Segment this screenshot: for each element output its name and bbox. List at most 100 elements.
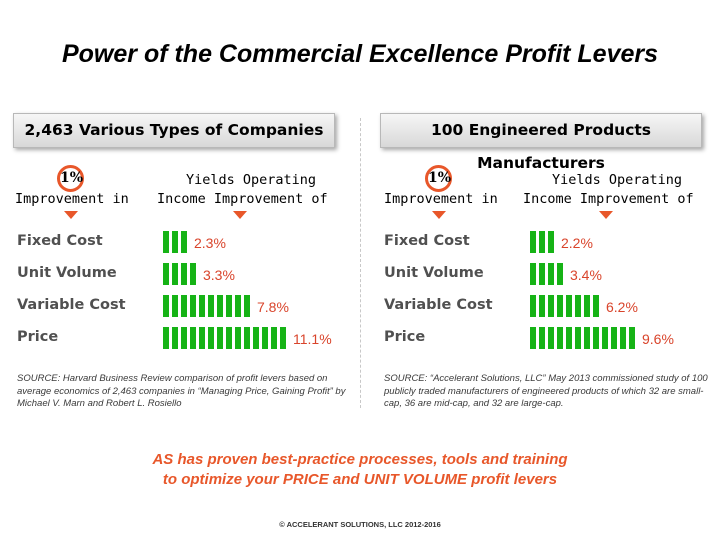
bar-segment: [235, 295, 241, 317]
bar-segment: [172, 263, 178, 285]
bar-segment: [557, 327, 563, 349]
data-label: 9.6%: [642, 331, 674, 347]
bar-segment: [199, 327, 205, 349]
left-panel-title: 2,463 Various Types of Companies: [24, 121, 324, 139]
bar-segment: [548, 327, 554, 349]
bar-segment: [530, 263, 536, 285]
bar-segment: [244, 295, 250, 317]
bar-segment: [262, 327, 268, 349]
bar-segment: [172, 327, 178, 349]
bar-segment: [217, 295, 223, 317]
bar-segment: [539, 263, 545, 285]
category-label: Variable Cost: [17, 297, 126, 313]
bar-segment: [253, 327, 259, 349]
left-source-note: SOURCE: Harvard Business Review comparis…: [17, 373, 346, 409]
bar-segment: [548, 263, 554, 285]
bar-segment: [181, 327, 187, 349]
bar-segment: [163, 263, 169, 285]
right-source-note: SOURCE: “Accelerant Solutions, LLC” May …: [384, 373, 708, 409]
left-panel-header: 2,463 Various Types of Companies: [13, 113, 335, 148]
bar-segment: [163, 327, 169, 349]
bar-segment: [172, 295, 178, 317]
one-percent-badge: 1%: [57, 165, 84, 192]
category-label: Unit Volume: [384, 265, 484, 281]
income-improvement-label: Income Improvement of: [157, 191, 328, 207]
bar-segment: [280, 327, 286, 349]
bar-segment: [575, 327, 581, 349]
one-percent-badge: 1%: [425, 165, 452, 192]
data-label: 3.4%: [570, 267, 602, 283]
bar-segment: [226, 295, 232, 317]
yields-label: Yields Operating: [186, 172, 317, 188]
data-label: 6.2%: [606, 299, 638, 315]
bar-segment: [244, 327, 250, 349]
right-panel-title: 100 Engineered Products Manufacturers: [430, 121, 652, 172]
bar-segment: [172, 231, 178, 253]
bar-segment: [539, 231, 545, 253]
bar-segment: [557, 263, 563, 285]
bar-segment: [163, 231, 169, 253]
bar-segment: [190, 263, 196, 285]
bar-segment: [593, 295, 599, 317]
arrow-down-icon: [599, 211, 613, 219]
bar-segment: [226, 327, 232, 349]
improvement-label: Improvement in: [384, 191, 498, 207]
tagline: AS has proven best-practice processes, t…: [0, 450, 720, 490]
category-label: Price: [384, 329, 426, 345]
bar-segment: [271, 327, 277, 349]
arrow-down-icon: [432, 211, 446, 219]
data-label: 2.3%: [194, 235, 226, 251]
bar-segment: [584, 295, 590, 317]
bar-segment: [611, 327, 617, 349]
page-title: Power of the Commercial Excellence Profi…: [61, 40, 659, 68]
bar-segment: [620, 327, 626, 349]
bar-segment: [235, 327, 241, 349]
category-label: Fixed Cost: [17, 233, 103, 249]
bar-segment: [593, 327, 599, 349]
bar-segment: [530, 295, 536, 317]
bar-segment: [217, 327, 223, 349]
bar-segment: [530, 231, 536, 253]
improvement-label: Improvement in: [15, 191, 129, 207]
bar-segment: [190, 295, 196, 317]
category-label: Unit Volume: [17, 265, 117, 281]
bar-segment: [539, 327, 545, 349]
tagline-line-1: AS has proven best-practice processes, t…: [152, 451, 568, 468]
bar-segment: [190, 327, 196, 349]
bar-segment: [548, 295, 554, 317]
data-label: 7.8%: [257, 299, 289, 315]
bar-segment: [208, 295, 214, 317]
bar-segment: [199, 295, 205, 317]
bar-segment: [208, 327, 214, 349]
arrow-down-icon: [64, 211, 78, 219]
yields-label: Yields Operating: [552, 172, 683, 188]
arrow-down-icon: [233, 211, 247, 219]
bar-segment: [163, 295, 169, 317]
income-improvement-label: Income Improvement of: [523, 191, 694, 207]
copyright: © ACCELERANT SOLUTIONS, LLC 2012-2016: [279, 520, 441, 529]
bar-segment: [629, 327, 635, 349]
bar-segment: [181, 295, 187, 317]
bar-segment: [181, 231, 187, 253]
category-label: Variable Cost: [384, 297, 493, 313]
bar-segment: [575, 295, 581, 317]
bar-segment: [602, 327, 608, 349]
data-label: 2.2%: [561, 235, 593, 251]
bar-segment: [584, 327, 590, 349]
bar-segment: [181, 263, 187, 285]
right-panel-header: 100 Engineered Products Manufacturers: [380, 113, 702, 172]
tagline-line-2: to optimize your PRICE and UNIT VOLUME p…: [162, 471, 558, 488]
bar-segment: [557, 295, 563, 317]
category-label: Price: [17, 329, 59, 345]
data-label: 11.1%: [293, 331, 332, 347]
bar-segment: [566, 295, 572, 317]
bar-segment: [539, 295, 545, 317]
bar-segment: [548, 231, 554, 253]
bar-segment: [530, 327, 536, 349]
category-label: Fixed Cost: [384, 233, 470, 249]
right-panel: 100 Engineered Products Manufacturers 1%…: [380, 113, 720, 413]
panel-divider: [360, 118, 361, 408]
data-label: 3.3%: [203, 267, 235, 283]
bar-segment: [566, 327, 572, 349]
left-panel: 2,463 Various Types of Companies 1% Impr…: [13, 113, 353, 413]
